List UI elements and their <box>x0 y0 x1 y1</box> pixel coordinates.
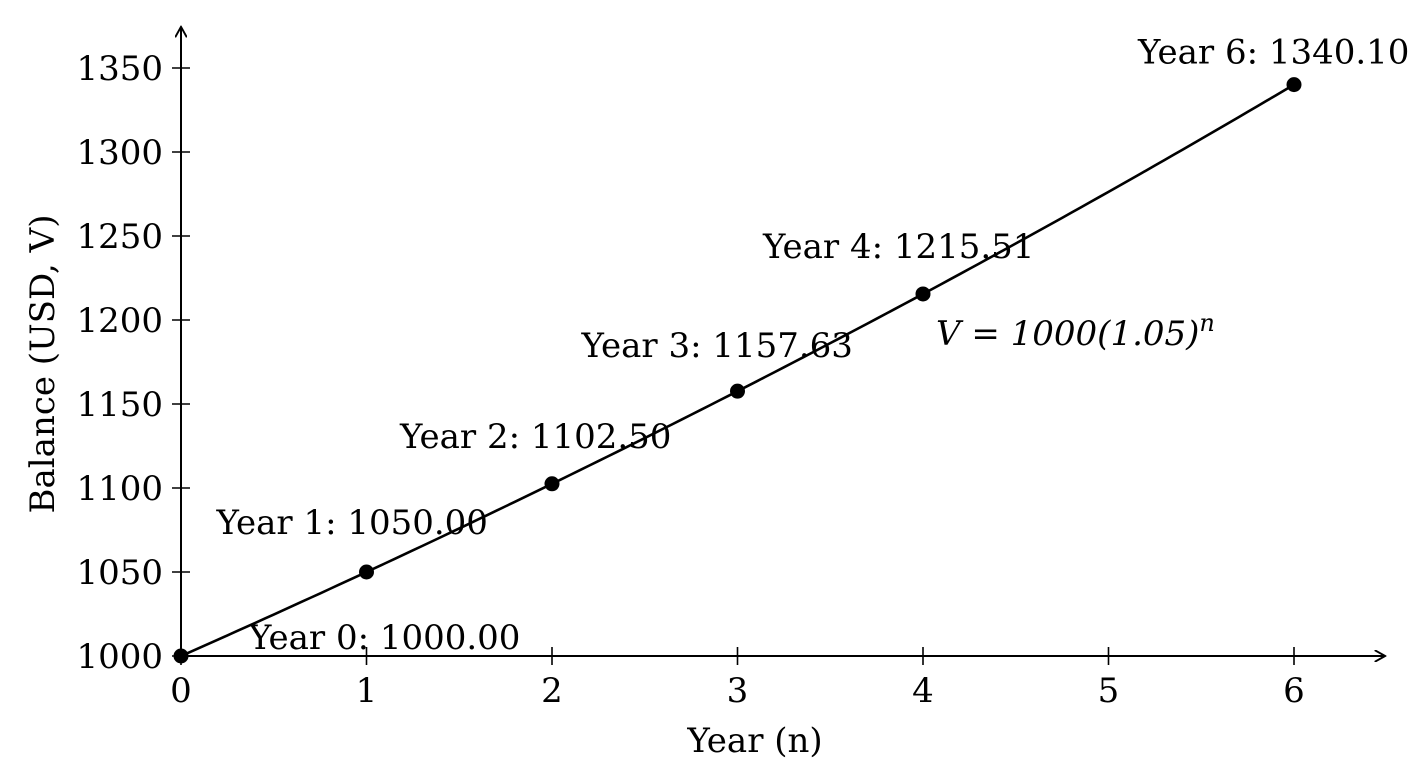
y-tick-label: 1200 <box>76 301 163 341</box>
x-axis-label: Year (n) <box>686 721 822 761</box>
data-point <box>730 383 745 399</box>
data-label: Year 2: 1102.50 <box>399 417 671 457</box>
formula-annotation: V = 1000(1.05)n <box>936 309 1215 354</box>
y-tick-label: 1250 <box>76 217 163 257</box>
data-point <box>173 648 189 664</box>
data-label: Year 4: 1215.51 <box>762 227 1034 267</box>
y-tick-label: 1300 <box>76 133 163 173</box>
x-tick-label: 1 <box>356 671 378 711</box>
data-point <box>915 286 931 302</box>
y-tick-label: 1150 <box>76 385 163 425</box>
data-point <box>544 476 560 492</box>
data-points <box>173 77 1302 664</box>
y-tick-label: 1050 <box>76 553 163 593</box>
data-point <box>359 564 374 580</box>
y-tick-label: 1100 <box>76 469 163 509</box>
data-label: Year 6: 1340.10 <box>1137 33 1408 73</box>
y-tick-label: 1350 <box>76 49 163 89</box>
x-tick-label: 5 <box>1098 671 1120 711</box>
y-ticks: 1000 1050 1100 1150 1200 1250 1300 1350 <box>76 49 190 677</box>
x-tick-label: 2 <box>541 671 563 711</box>
x-tick-label: 4 <box>912 671 934 711</box>
data-labels: Year 0: 1000.00 Year 1: 1050.00 Year 2: 11… <box>216 33 1408 658</box>
y-axis-label: Balance (USD, V) <box>23 215 63 514</box>
x-tick-label: 0 <box>170 671 192 711</box>
data-label: Year 0: 1000.00 <box>248 618 520 658</box>
x-ticks: 0 1 2 3 4 5 6 <box>170 647 1305 711</box>
data-point <box>1286 77 1302 93</box>
data-label: Year 3: 1157.63 <box>581 326 853 366</box>
x-tick-label: 6 <box>1283 671 1305 711</box>
data-label: Year 1: 1050.00 <box>216 503 488 543</box>
series-line <box>180 83 1295 658</box>
x-tick-label: 3 <box>727 671 749 711</box>
y-tick-label: 1000 <box>76 637 163 677</box>
